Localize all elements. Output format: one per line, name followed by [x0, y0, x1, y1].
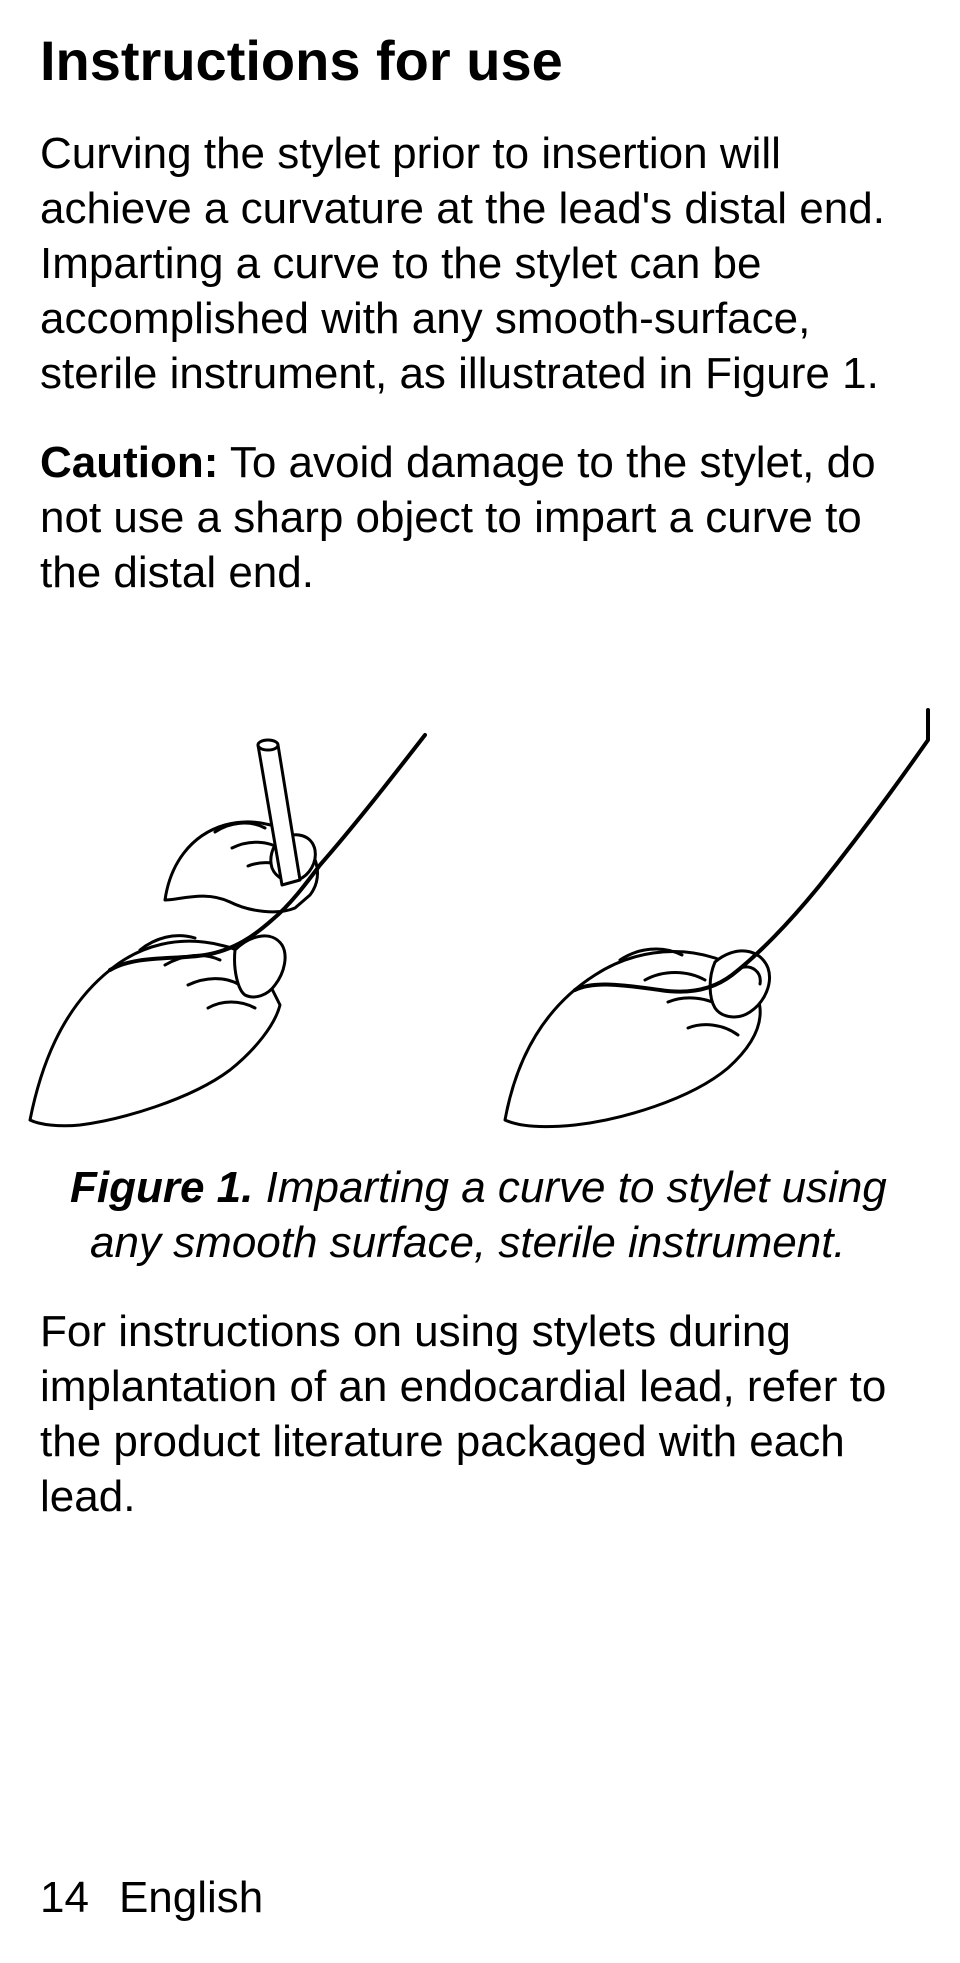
paragraph-intro: Curving the stylet prior to insertion wi…	[40, 126, 920, 401]
caption-label: Figure 1.	[70, 1163, 253, 1212]
figure-1	[40, 650, 920, 1130]
page-footer: 14 English	[40, 1873, 263, 1923]
paragraph-reference: For instructions on using stylets during…	[40, 1304, 920, 1524]
page-language: English	[119, 1873, 263, 1922]
figure-caption: Figure 1. Imparting a curve to stylet us…	[40, 1160, 920, 1270]
page-number: 14	[40, 1873, 89, 1922]
caution-label: Caution:	[40, 438, 218, 487]
paragraph-caution: Caution: To avoid damage to the stylet, …	[40, 435, 920, 600]
stylet-curve-illustration	[20, 650, 940, 1130]
section-heading: Instructions for use	[40, 30, 920, 92]
